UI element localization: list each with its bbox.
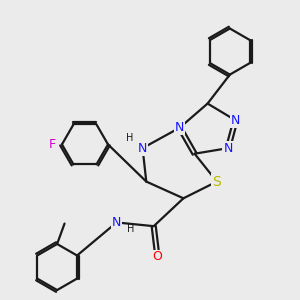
Text: N: N <box>138 142 147 154</box>
Text: N: N <box>231 114 240 127</box>
Text: N: N <box>223 142 233 154</box>
Text: H: H <box>126 133 133 143</box>
Text: N: N <box>175 121 184 134</box>
Text: H: H <box>127 224 134 234</box>
Text: S: S <box>212 175 221 189</box>
Text: O: O <box>152 250 162 263</box>
Text: F: F <box>49 138 56 151</box>
Text: N: N <box>112 216 121 229</box>
